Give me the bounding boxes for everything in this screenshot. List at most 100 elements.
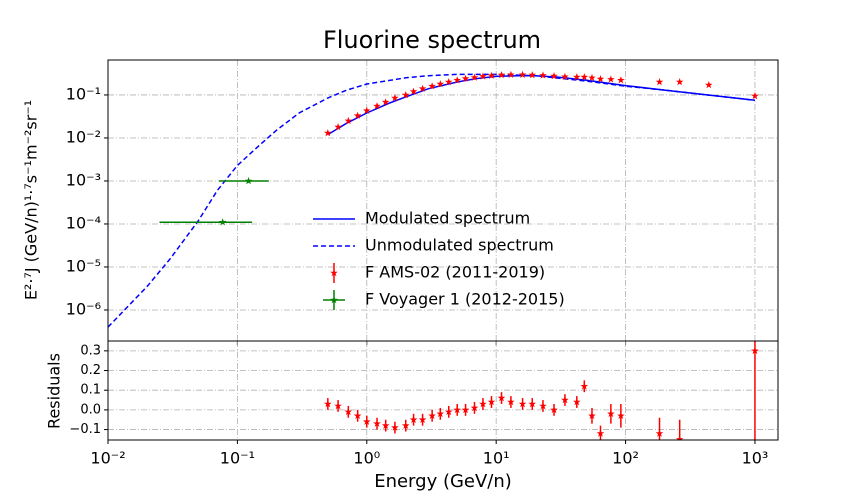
marker: [518, 400, 527, 408]
marker: [344, 407, 353, 416]
marker: [655, 429, 664, 437]
marker: [607, 409, 615, 418]
legend-label: Unmodulated spectrum: [365, 236, 554, 255]
marker: [436, 409, 445, 418]
marker: [428, 82, 436, 90]
axes-frame: [107, 340, 779, 441]
y-tick-label: 0.1: [80, 383, 101, 398]
marker: [436, 80, 445, 88]
marker: [487, 398, 496, 406]
plot-area: [108, 70, 759, 328]
plot-area: [324, 341, 759, 440]
marker: [373, 102, 381, 110]
marker: [428, 411, 436, 419]
legend-label: Modulated spectrum: [365, 209, 530, 228]
marker: [334, 123, 342, 131]
marker: [409, 87, 418, 95]
line: [108, 73, 756, 328]
marker: [401, 91, 410, 99]
marker: [353, 111, 362, 119]
legend-label: F AMS-02 (2011-2019): [365, 263, 545, 282]
marker: [363, 417, 371, 425]
y-tick-label: 10⁻¹: [66, 84, 101, 103]
y-tick-label: 10⁻⁶: [66, 299, 101, 318]
marker: [528, 71, 536, 79]
chart-title: Fluorine spectrum: [323, 26, 541, 54]
marker: [479, 72, 487, 80]
marker: [344, 116, 353, 125]
marker: [244, 177, 253, 185]
marker: [675, 78, 684, 86]
y-tick-label: 0.2: [80, 363, 101, 378]
marker: [596, 75, 605, 83]
marker: [324, 129, 332, 137]
marker: [470, 403, 479, 412]
legend-label: F Voyager 1 (2012-2015): [365, 290, 565, 309]
marker: [675, 435, 684, 440]
marker: [381, 421, 390, 429]
x-axis-label: Energy (GeV/n): [374, 471, 512, 492]
marker: [453, 405, 461, 414]
y-tick-label: −0.1: [69, 422, 101, 437]
marker: [409, 415, 418, 423]
marker: [573, 73, 581, 81]
marker: [391, 94, 399, 102]
marker: [561, 396, 569, 404]
marker: [539, 71, 547, 79]
marker: [561, 72, 569, 80]
marker: [580, 382, 589, 390]
marker: [596, 429, 605, 437]
marker: [751, 91, 759, 100]
marker: [528, 400, 536, 408]
marker: [497, 71, 506, 79]
marker: [617, 76, 625, 84]
marker: [479, 400, 487, 408]
x-tick-label: 10⁰: [353, 449, 380, 468]
y-tick-label: 10⁻²: [66, 127, 101, 146]
marker: [573, 398, 581, 406]
marker: [444, 407, 453, 416]
marker: [580, 73, 589, 81]
marker: [324, 400, 332, 408]
y-tick-label: 0.3: [80, 343, 101, 358]
x-tick-label: 10²: [612, 449, 639, 468]
x-tick-label: 10⁻¹: [220, 449, 255, 468]
marker: [607, 75, 615, 83]
marker: [381, 98, 390, 106]
y-tick-label: 10⁻⁵: [66, 256, 101, 275]
marker: [470, 73, 479, 81]
marker: [550, 405, 558, 414]
x-tick-label: 10¹: [483, 449, 510, 468]
legend-handle: [330, 296, 338, 304]
line: [327, 74, 756, 136]
legend-handle: [330, 269, 338, 277]
marker: [453, 76, 461, 84]
legend: Modulated spectrum Unmodulated spectrum F …: [313, 209, 565, 310]
marker: [353, 411, 362, 419]
marker: [391, 423, 399, 431]
marker: [550, 72, 558, 80]
marker: [588, 411, 596, 419]
marker: [461, 405, 470, 414]
marker: [507, 398, 515, 406]
marker: [497, 394, 506, 402]
marker: [418, 415, 427, 423]
marker: [373, 419, 381, 427]
marker: [218, 218, 227, 226]
y-tick-label: 0.0: [80, 402, 101, 417]
x-tick-label: 10³: [742, 449, 769, 468]
marker: [507, 70, 515, 78]
marker: [705, 81, 713, 89]
marker: [539, 402, 547, 410]
y-axis-label: E²·⁷J (GeV/n)¹·⁷s⁻¹m⁻²sr⁻¹: [22, 100, 41, 300]
marker: [655, 78, 664, 86]
marker: [487, 71, 496, 79]
marker: [588, 73, 596, 82]
marker: [444, 78, 453, 86]
marker: [418, 84, 427, 92]
x-tick-label: 10⁻²: [90, 449, 125, 468]
marker: [334, 402, 342, 410]
marker: [751, 346, 759, 355]
marker: [363, 106, 371, 114]
